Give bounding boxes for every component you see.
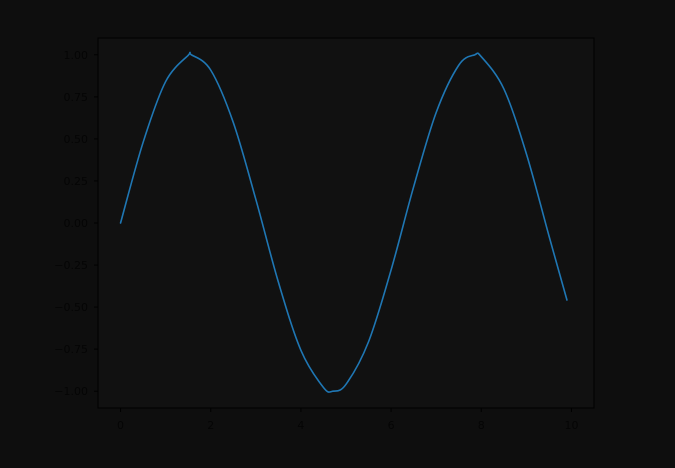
- y-tick-label: 0.75: [64, 91, 89, 104]
- y-tick-label: −0.75: [54, 343, 88, 356]
- y-tick-label: −0.25: [54, 259, 88, 272]
- x-tick-label: 4: [297, 419, 304, 432]
- y-axis: 1.00 0.75 0.50 0.25 0.00 −0.25 −0.50 −0.75 −1.00: [54, 49, 98, 398]
- y-tick-label: −1.00: [54, 385, 88, 398]
- x-tick-label: 2: [207, 419, 214, 432]
- y-tick-label: 0.50: [64, 133, 89, 146]
- x-tick-label: 6: [388, 419, 395, 432]
- x-tick-label: 0: [117, 419, 124, 432]
- x-axis: 0 2 4 6 8 10: [117, 408, 578, 432]
- plot-area: [97, 37, 595, 409]
- series-line: [119, 51, 568, 393]
- x-tick-label: 8: [478, 419, 485, 432]
- y-tick-label: −0.50: [54, 301, 88, 314]
- y-tick-label: 1.00: [64, 49, 89, 62]
- x-tick-label: 10: [564, 419, 578, 432]
- y-tick-label: 0.25: [64, 175, 89, 188]
- y-tick-label: 0.00: [64, 217, 89, 230]
